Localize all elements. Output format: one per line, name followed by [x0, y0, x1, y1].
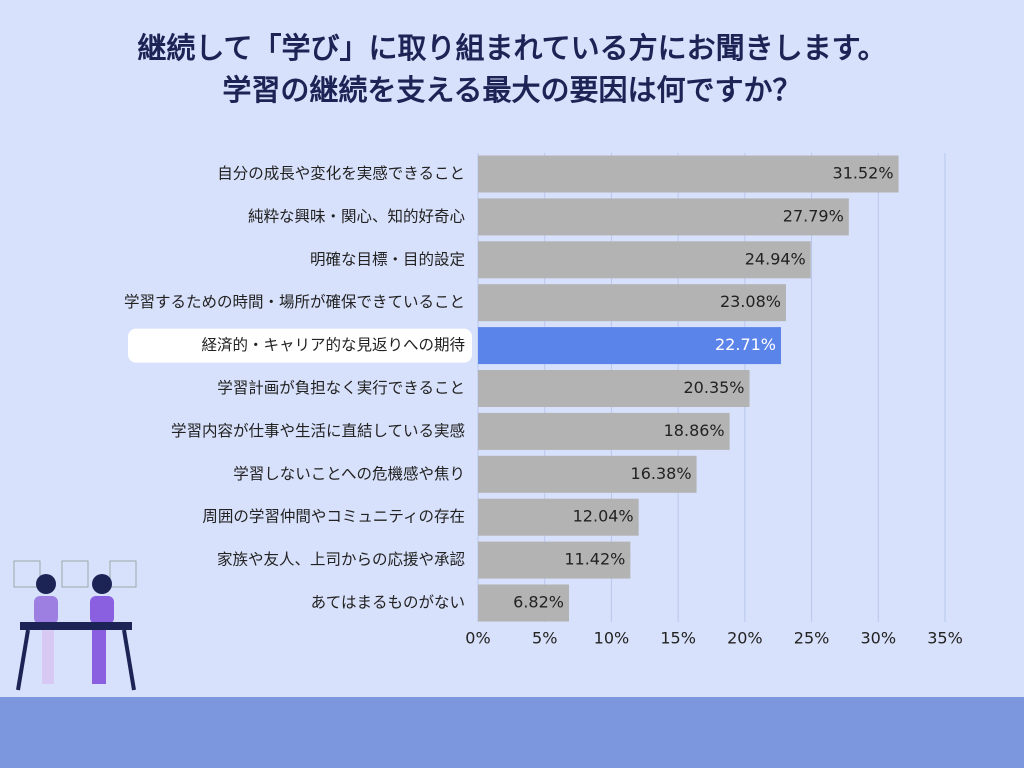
chart-title: 継続して「学び」に取り組まれている方にお聞きします。 [137, 31, 886, 65]
bar [478, 584, 569, 622]
category-label: 家族や友人、上司からの応援や承認 [217, 551, 465, 569]
icon-frame [13, 560, 41, 588]
value-label: 6.82% [513, 593, 564, 612]
desk-leg [122, 629, 136, 691]
x-tick-label: 20% [727, 629, 763, 648]
head [92, 574, 112, 594]
bar [478, 498, 639, 536]
chart-subtitle: 学習の継続を支える最大の要因は何ですか？ [222, 73, 801, 107]
highlight-label-box [128, 328, 472, 363]
value-label: 11.42% [564, 550, 625, 569]
body [90, 596, 114, 624]
illustration [13, 560, 137, 691]
value-label: 12.04% [573, 507, 634, 526]
value-label: 22.71% [715, 335, 776, 354]
x-tick-label: 15% [660, 629, 696, 648]
bar [478, 198, 849, 236]
x-tick-label: 30% [861, 629, 897, 648]
category-label: 自分の成長や変化を実感できること [217, 165, 465, 183]
value-label: 18.86% [664, 421, 725, 440]
footer-band [0, 697, 1024, 768]
bar [478, 541, 631, 579]
category-label: 学習内容が仕事や生活に直結している実感 [171, 422, 465, 440]
x-tick-label: 35% [927, 629, 963, 648]
x-tick-label: 10% [594, 629, 630, 648]
category-label: 学習するための時間・場所が確保できていること [124, 293, 465, 311]
value-label: 24.94% [745, 249, 806, 268]
body [34, 596, 58, 624]
bar [478, 241, 811, 279]
value-label: 31.52% [833, 164, 894, 183]
x-tick-label: 5% [532, 629, 557, 648]
bar [478, 412, 730, 450]
category-label: 経済的・キャリア的な見返りへの期待 [201, 336, 465, 354]
category-label: 学習計画が負担なく実行できること [217, 379, 465, 397]
category-label: 明確な目標・目的設定 [310, 250, 465, 268]
value-label: 27.79% [783, 206, 844, 225]
bar [478, 155, 899, 193]
value-label: 20.35% [684, 378, 745, 397]
category-label: 純粋な興味・関心、知的好奇心 [248, 207, 465, 225]
legs [92, 630, 106, 684]
x-tick-label: 0% [465, 629, 490, 648]
legs [42, 630, 54, 684]
category-label: あてはまるものがない [311, 594, 465, 612]
bar [478, 327, 782, 365]
category-label: 学習しないことへの危機感や焦り [233, 465, 465, 483]
desk-leg [16, 629, 30, 691]
bar [478, 455, 697, 493]
desk [20, 622, 132, 630]
bar [478, 284, 786, 322]
category-label: 周囲の学習仲間やコミュニティの存在 [202, 508, 465, 526]
bar [478, 370, 750, 407]
icon-frame [109, 560, 137, 588]
x-tick-label: 25% [794, 629, 830, 648]
value-label: 23.08% [720, 292, 781, 311]
icon-frame [61, 560, 89, 588]
value-label: 16.38% [631, 464, 692, 483]
head [36, 574, 56, 594]
